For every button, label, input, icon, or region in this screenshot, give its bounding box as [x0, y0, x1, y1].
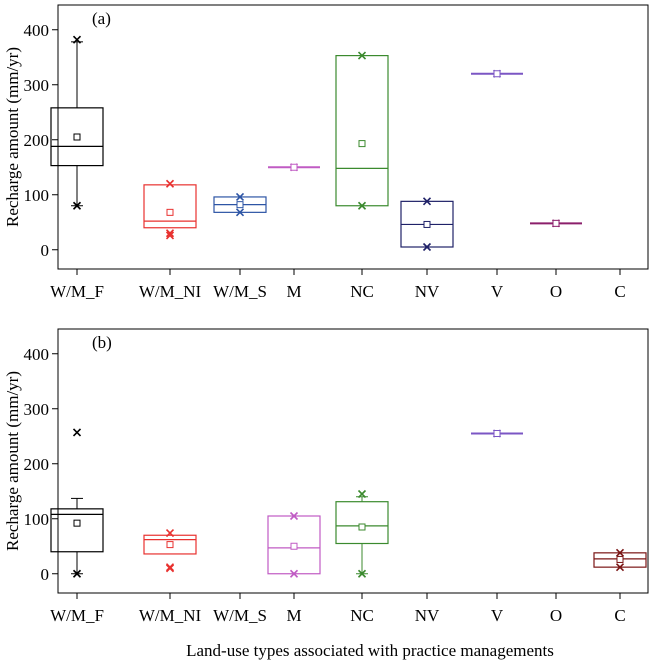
boxes [50, 428, 647, 578]
mean-marker [423, 220, 431, 228]
mean-marker [290, 542, 298, 550]
mean-marker [358, 523, 366, 531]
x-tick-label: M [286, 282, 301, 301]
box-nc [335, 51, 389, 210]
mean-marker [493, 70, 501, 78]
x-tick-label: C [614, 282, 625, 301]
extreme-marker [235, 192, 245, 202]
panel-a: (a) Recharge amount (mm/yr) 0 100 200 300 40… [3, 4, 649, 301]
y-axis: 0 100 200 300 400 [24, 21, 58, 260]
extreme-marker [357, 569, 367, 578]
box-body [335, 54, 389, 207]
box-c [593, 548, 647, 572]
x-tick-label: NC [350, 282, 374, 301]
mean-marker [358, 140, 366, 148]
extreme-marker [289, 511, 299, 521]
plot-frame [57, 4, 649, 270]
boxes [50, 35, 582, 252]
extreme-marker [357, 51, 367, 60]
box-v [471, 69, 523, 78]
mean-marker [552, 219, 560, 227]
plot-frame [57, 328, 649, 594]
extreme-marker [72, 35, 82, 44]
box-o [530, 219, 582, 228]
x-tick-label: W/M_NI [139, 282, 202, 301]
x-axis: W/M_F W/M_NI W/M_S M NC NV V O C [50, 269, 626, 301]
extreme-marker [165, 229, 175, 238]
y-tick-label: 0 [41, 565, 50, 584]
y-tick-label: 300 [24, 400, 50, 419]
box-body [50, 107, 104, 167]
box-m [267, 511, 321, 578]
x-tick-label: V [491, 282, 504, 301]
x-tick-label: W/M_S [213, 282, 267, 301]
x-tick-label: NC [350, 606, 374, 625]
x-axis-label: Land-use types associated with practice … [186, 641, 554, 660]
box-w-m-ni [143, 528, 197, 573]
y-axis-label: Recharge amount (mm/yr) [3, 47, 22, 227]
mean-marker [73, 519, 81, 527]
y-tick-label: 200 [24, 455, 50, 474]
x-tick-label: O [550, 282, 562, 301]
y-tick-label: 100 [24, 510, 50, 529]
y-tick-label: 100 [24, 186, 50, 205]
y-tick-label: 0 [41, 241, 50, 260]
box-w-m-s [213, 192, 267, 217]
extreme-marker [357, 489, 367, 499]
panel-b: (b) Recharge amount (mm/yr) Land-use typ… [3, 328, 649, 660]
extreme-marker [165, 528, 175, 538]
x-tick-label: O [550, 606, 562, 625]
box-body [50, 508, 104, 553]
extreme-marker [72, 201, 82, 210]
extreme-marker [72, 569, 82, 578]
extreme-marker [615, 548, 625, 557]
x-tick-label: NV [415, 606, 440, 625]
y-axis: 0 100 200 300 400 [24, 345, 58, 584]
extreme-marker [357, 201, 367, 210]
box-nv [400, 197, 454, 252]
mean-marker [290, 163, 298, 171]
y-axis-label: Recharge amount (mm/yr) [3, 371, 22, 551]
panel-label: (a) [92, 9, 111, 28]
mean-marker [73, 133, 81, 141]
x-tick-label: NV [415, 282, 440, 301]
box-body [335, 501, 389, 545]
y-tick-label: 300 [24, 76, 50, 95]
box-body [143, 534, 197, 555]
box-w-m-ni [143, 179, 197, 240]
extreme-marker [235, 208, 245, 217]
mean-marker [166, 541, 174, 549]
mean-marker [166, 208, 174, 216]
extreme-marker [289, 569, 299, 578]
box-w-m-f [50, 35, 104, 210]
mean-marker [616, 555, 624, 563]
x-tick-label: M [286, 606, 301, 625]
box-nc [335, 489, 389, 578]
extreme-marker [422, 242, 432, 252]
x-tick-label: W/M_F [50, 606, 104, 625]
x-tick-label: V [491, 606, 504, 625]
y-tick-label: 400 [24, 21, 50, 40]
x-tick-label: W/M_F [50, 282, 104, 301]
box-v [471, 429, 523, 438]
extreme-marker [422, 197, 432, 206]
mean-marker [236, 201, 244, 209]
x-tick-label: C [614, 606, 625, 625]
extreme-marker [72, 428, 82, 437]
mean-marker [493, 430, 501, 437]
extreme-marker [615, 563, 625, 572]
x-tick-label: W/M_S [213, 606, 267, 625]
y-tick-label: 400 [24, 345, 50, 364]
x-axis: W/M_F W/M_NI W/M_S M NC NV V O C [50, 593, 626, 625]
box-m [268, 163, 320, 172]
extreme-marker [165, 564, 175, 573]
box-w-m-f [50, 428, 104, 578]
x-tick-label: W/M_NI [139, 606, 202, 625]
y-tick-label: 200 [24, 131, 50, 150]
extreme-marker [165, 231, 175, 240]
panel-label: (b) [92, 333, 112, 352]
extreme-marker [165, 179, 175, 188]
